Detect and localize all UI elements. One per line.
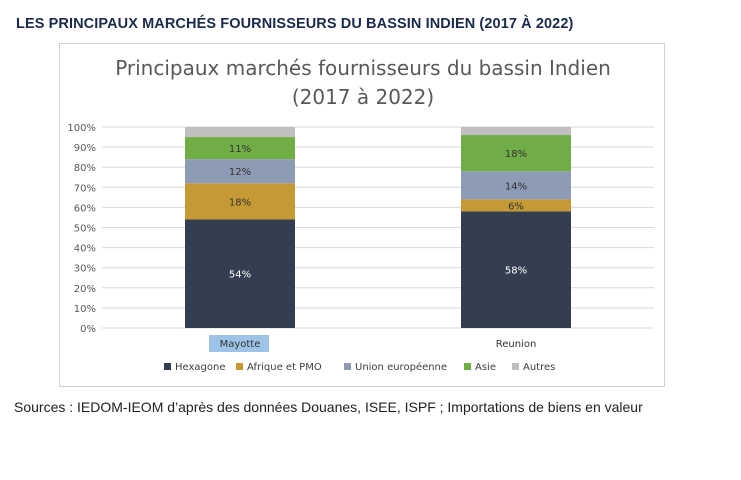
x-category-label[interactable]: Reunion [496,339,537,350]
bar-segment-afrique-et-pmo [461,199,571,212]
source-note: Sources : IEDOM-IEOM d’après des données… [14,399,643,415]
bar-segment-autres [185,127,295,138]
legend-label: Afrique et PMO [247,362,322,373]
data-label: 54% [229,270,251,281]
legend-swatch [512,363,519,370]
y-tick-label: 20% [74,284,96,295]
legend-swatch [464,363,471,370]
y-tick-label: 60% [74,203,96,214]
data-label: 14% [505,181,527,192]
legend-label: Asie [475,362,496,373]
y-tick-label: 50% [74,224,96,235]
legend-swatch [344,363,351,370]
data-label: 58% [505,266,527,277]
bar-segment-union-europ-enne [185,159,295,184]
legend-label: Autres [523,362,555,373]
bar-segment-autres [461,127,571,136]
chart-title-line-2: (2017 à 2022) [292,85,434,109]
data-label: 12% [229,167,251,178]
bar-segment-asie [461,135,571,172]
data-label: 11% [229,144,251,155]
y-tick-label: 30% [74,264,96,275]
legend-label: Hexagone [175,362,226,373]
page-heading: LES PRINCIPAUX MARCHÉS FOURNISSEURS DU B… [16,16,574,32]
y-tick-label: 10% [74,304,96,315]
y-tick-label: 90% [74,143,96,154]
y-tick-label: 40% [74,244,96,255]
category-selection-highlight [209,335,269,352]
data-label: 6% [508,201,524,212]
y-tick-label: 0% [80,324,96,335]
bar-segment-asie [185,137,295,160]
data-label: 18% [505,149,527,160]
bar-segment-hexagone [185,219,295,328]
stacked-bar-chart: Principaux marchés fournisseurs du bassi… [67,56,654,373]
y-tick-label: 70% [74,183,96,194]
legend-label: Union européenne [355,361,447,373]
chart-title-line-1: Principaux marchés fournisseurs du bassi… [115,56,611,80]
y-tick-label: 80% [74,163,96,174]
bar-segment-afrique-et-pmo [185,183,295,220]
bar-segment-union-europ-enne [461,171,571,200]
data-label: 18% [229,197,251,208]
x-category-label[interactable]: Mayotte [220,339,261,350]
bar-segment-hexagone [461,211,571,328]
y-tick-label: 100% [67,123,96,134]
chart-frame: Principaux marchés fournisseurs du bassi… [59,43,665,387]
legend-swatch [164,363,171,370]
legend-swatch [236,363,243,370]
